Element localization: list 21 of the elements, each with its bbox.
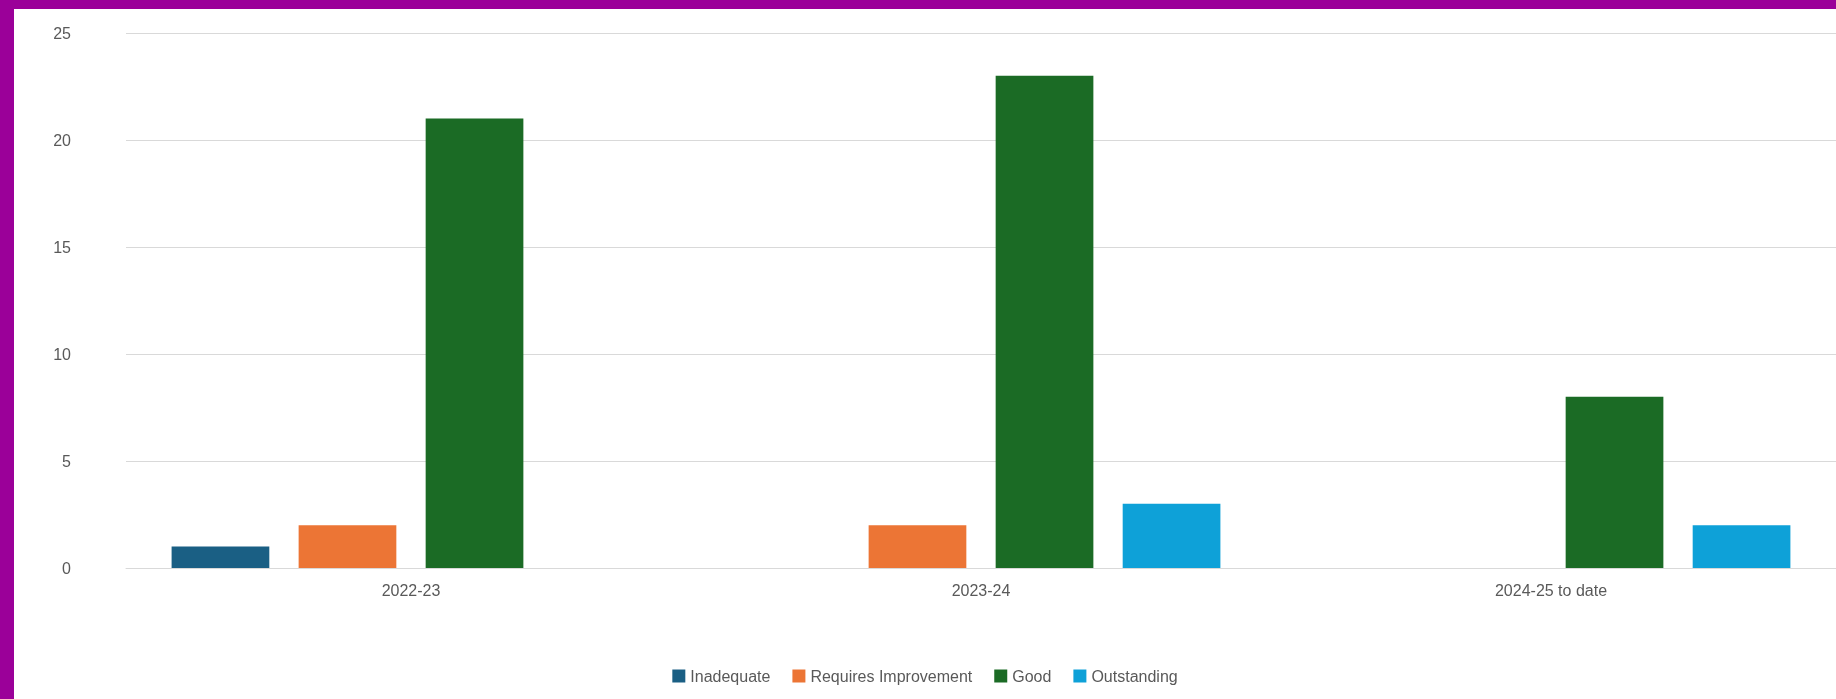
legend-label: Requires Improvement: [810, 667, 973, 685]
y-tick-label: 20: [53, 131, 72, 149]
y-tick-label: 5: [62, 452, 72, 470]
y-tick-label: 10: [53, 345, 72, 363]
x-tick-label: 2024-25 to date: [1494, 581, 1608, 599]
bar: [1122, 503, 1221, 568]
y-tick-label: 0: [62, 559, 72, 577]
y-tick-label: 15: [53, 238, 72, 256]
y-tick-label: 25: [53, 24, 72, 42]
bar: [171, 546, 270, 568]
bar: [1692, 525, 1791, 568]
legend-label: Outstanding: [1091, 667, 1178, 685]
bar: [868, 525, 967, 568]
bar: [425, 118, 524, 568]
bar: [995, 75, 1094, 568]
x-tick-label: 2023-24: [951, 581, 1011, 599]
bar: [298, 525, 397, 568]
bar: [1565, 396, 1664, 568]
legend-label: Good: [1012, 667, 1052, 685]
legend-label: Inadequate: [690, 667, 771, 685]
x-tick-label: 2022-23: [381, 581, 441, 599]
